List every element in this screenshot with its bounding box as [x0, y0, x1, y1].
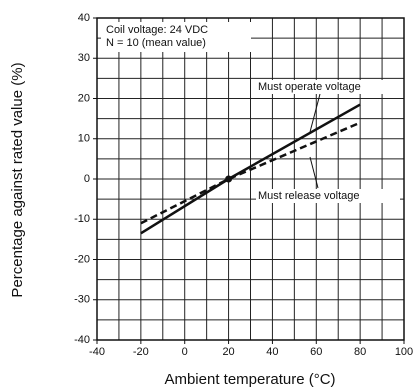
leader-line — [309, 93, 321, 133]
y-tick-label: -20 — [74, 253, 90, 265]
leader-line — [309, 156, 319, 189]
y-tick-label: 0 — [84, 173, 90, 185]
x-tick-label: 40 — [266, 346, 278, 358]
y-tick-label: 30 — [78, 52, 90, 64]
y-tick-label: -40 — [74, 334, 90, 346]
y-tick-label: -30 — [74, 294, 90, 306]
series-label: Must operate voltage — [258, 81, 361, 93]
y-tick-label: 10 — [78, 133, 90, 145]
intersection-point — [225, 175, 233, 183]
label-bg — [256, 189, 400, 203]
x-tick-label: 0 — [182, 346, 188, 358]
annotation-box — [101, 22, 251, 52]
x-tick-label: -40 — [89, 346, 105, 358]
x-tick-label: 100 — [395, 346, 413, 358]
y-tick-label: -10 — [74, 213, 90, 225]
x-tick-label: 80 — [354, 346, 366, 358]
y-tick-label: 40 — [78, 12, 90, 24]
series-line — [140, 121, 361, 225]
y-tick-label: 20 — [78, 92, 90, 104]
x-tick-label: -20 — [133, 346, 149, 358]
annotation: Coil voltage: 24 VDC — [106, 24, 208, 36]
annotation: N = 10 (mean value) — [106, 37, 206, 49]
series-label: Must release voltage — [258, 190, 360, 202]
label-bg — [256, 80, 400, 94]
y-axis-label: Percentage against rated value (%) — [9, 62, 26, 297]
x-axis-label: Ambient temperature (°C) — [164, 371, 335, 388]
x-tick-label: 20 — [222, 346, 234, 358]
x-tick-label: 60 — [310, 346, 322, 358]
